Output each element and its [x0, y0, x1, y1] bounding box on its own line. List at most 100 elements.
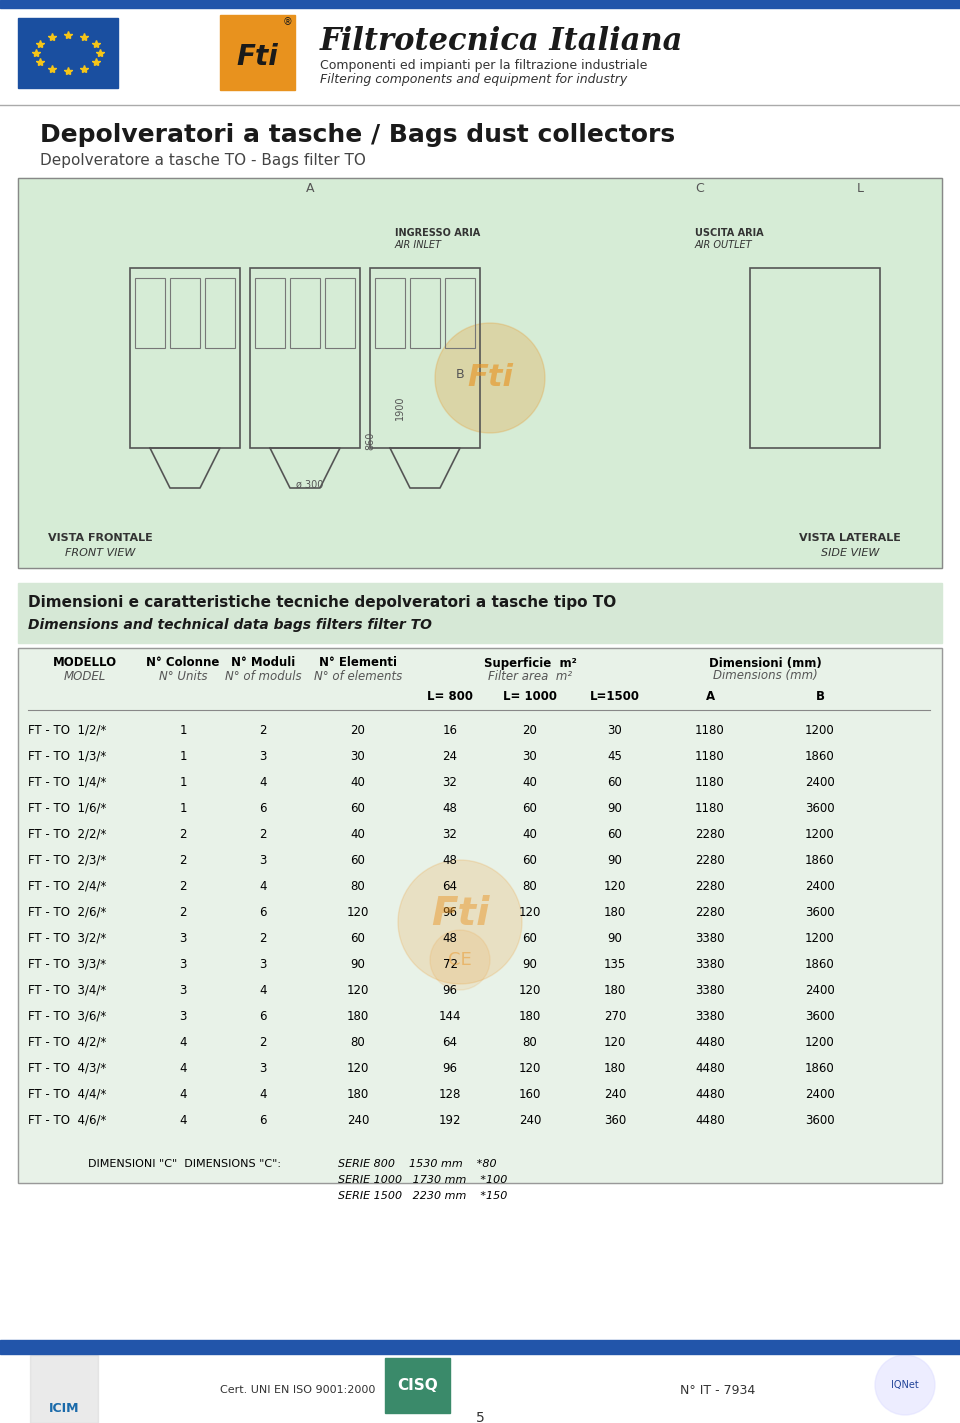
Text: 2400: 2400: [805, 879, 835, 892]
Text: DIMENSIONI "C"  DIMENSIONS "C":: DIMENSIONI "C" DIMENSIONS "C":: [88, 1158, 281, 1170]
Text: 80: 80: [522, 879, 538, 892]
Text: 6: 6: [259, 801, 267, 814]
Text: 120: 120: [347, 1062, 370, 1074]
Text: 240: 240: [347, 1114, 370, 1127]
Bar: [290, 277, 320, 349]
Text: Filtering components and equipment for industry: Filtering components and equipment for i…: [320, 74, 627, 87]
Text: 3: 3: [180, 958, 186, 970]
Bar: [130, 268, 240, 448]
Text: 80: 80: [522, 1036, 538, 1049]
Text: AIR OUTLET: AIR OUTLET: [695, 240, 753, 250]
Text: FT - TO  3/3/*: FT - TO 3/3/*: [28, 958, 107, 970]
Text: 80: 80: [350, 1036, 366, 1049]
Text: IQNet: IQNet: [891, 1380, 919, 1390]
Text: FRONT VIEW: FRONT VIEW: [65, 548, 135, 558]
Text: Depolveratore a tasche TO - Bags filter TO: Depolveratore a tasche TO - Bags filter …: [40, 152, 366, 168]
Text: 32: 32: [443, 776, 457, 788]
Text: 1200: 1200: [805, 828, 835, 841]
Text: 3: 3: [180, 1009, 186, 1023]
Text: Componenti ed impianti per la filtrazione industriale: Componenti ed impianti per la filtrazion…: [320, 58, 647, 71]
Text: Fti: Fti: [236, 43, 277, 71]
Text: 3: 3: [259, 750, 267, 763]
Text: 4: 4: [259, 1087, 267, 1100]
Text: FT - TO  2/3/*: FT - TO 2/3/*: [28, 854, 107, 867]
Bar: [750, 268, 880, 448]
Text: 2280: 2280: [695, 879, 725, 892]
Text: 3600: 3600: [805, 1009, 835, 1023]
Text: 3380: 3380: [695, 958, 725, 970]
Text: 96: 96: [443, 983, 458, 996]
Text: 120: 120: [347, 983, 370, 996]
Text: N° Units: N° Units: [158, 669, 207, 683]
Text: 3380: 3380: [695, 932, 725, 945]
Text: 2: 2: [259, 723, 267, 737]
Text: 2280: 2280: [695, 828, 725, 841]
Text: 1860: 1860: [805, 1062, 835, 1074]
Text: 2400: 2400: [805, 776, 835, 788]
Bar: [445, 277, 475, 349]
Text: 4480: 4480: [695, 1062, 725, 1074]
Text: FT - TO  2/2/*: FT - TO 2/2/*: [28, 828, 107, 841]
Text: ®: ®: [283, 17, 293, 27]
Bar: [135, 277, 165, 349]
Text: 240: 240: [604, 1087, 626, 1100]
Text: 1860: 1860: [805, 958, 835, 970]
Text: 2: 2: [259, 932, 267, 945]
Text: 135: 135: [604, 958, 626, 970]
Text: INGRESSO ARIA: INGRESSO ARIA: [395, 228, 480, 238]
Bar: [0, 1340, 960, 1355]
Text: 120: 120: [518, 983, 541, 996]
Text: FT - TO  2/6/*: FT - TO 2/6/*: [28, 905, 107, 918]
Text: 60: 60: [522, 854, 538, 867]
Text: 120: 120: [518, 905, 541, 918]
Text: FT - TO  3/2/*: FT - TO 3/2/*: [28, 932, 107, 945]
Text: SERIE 1000   1730 mm    *100: SERIE 1000 1730 mm *100: [338, 1175, 508, 1185]
Text: 1: 1: [180, 776, 187, 788]
Text: FT - TO  1/4/*: FT - TO 1/4/*: [28, 776, 107, 788]
Text: 3600: 3600: [805, 1114, 835, 1127]
Text: 24: 24: [443, 750, 458, 763]
Text: FT - TO  4/6/*: FT - TO 4/6/*: [28, 1114, 107, 1127]
Text: 2280: 2280: [695, 905, 725, 918]
Text: Dimensions and technical data bags filters filter TO: Dimensions and technical data bags filte…: [28, 618, 432, 632]
Bar: [370, 268, 480, 448]
Text: 1180: 1180: [695, 776, 725, 788]
Text: 240: 240: [518, 1114, 541, 1127]
Text: Superficie  m²: Superficie m²: [484, 656, 576, 669]
Text: 3380: 3380: [695, 983, 725, 996]
Bar: [205, 277, 235, 349]
Bar: [18, 18, 118, 88]
Text: 6: 6: [259, 1114, 267, 1127]
Text: 120: 120: [518, 1062, 541, 1074]
Text: ICIM: ICIM: [49, 1402, 80, 1414]
Text: 360: 360: [604, 1114, 626, 1127]
Circle shape: [430, 931, 490, 990]
Text: 4: 4: [180, 1036, 187, 1049]
Text: 1200: 1200: [805, 1036, 835, 1049]
Text: 1180: 1180: [695, 801, 725, 814]
Text: 60: 60: [350, 801, 366, 814]
Text: 3: 3: [180, 932, 186, 945]
Text: 1: 1: [180, 750, 187, 763]
Circle shape: [875, 1355, 935, 1414]
Bar: [325, 277, 355, 349]
Text: FT - TO  2/4/*: FT - TO 2/4/*: [28, 879, 107, 892]
Text: 2: 2: [259, 828, 267, 841]
Text: N° Moduli: N° Moduli: [230, 656, 295, 669]
Text: 4: 4: [180, 1062, 187, 1074]
Text: 64: 64: [443, 879, 458, 892]
Text: 4: 4: [180, 1087, 187, 1100]
Text: 40: 40: [350, 776, 366, 788]
Text: 72: 72: [443, 958, 458, 970]
Text: 270: 270: [604, 1009, 626, 1023]
Text: 120: 120: [604, 879, 626, 892]
Bar: [18, 583, 942, 643]
Text: 3: 3: [259, 854, 267, 867]
Text: 48: 48: [443, 854, 457, 867]
Text: 120: 120: [604, 1036, 626, 1049]
Text: 96: 96: [443, 1062, 458, 1074]
Text: 3: 3: [180, 983, 186, 996]
Text: SIDE VIEW: SIDE VIEW: [821, 548, 879, 558]
Text: 20: 20: [522, 723, 538, 737]
Text: FT - TO  4/4/*: FT - TO 4/4/*: [28, 1087, 107, 1100]
